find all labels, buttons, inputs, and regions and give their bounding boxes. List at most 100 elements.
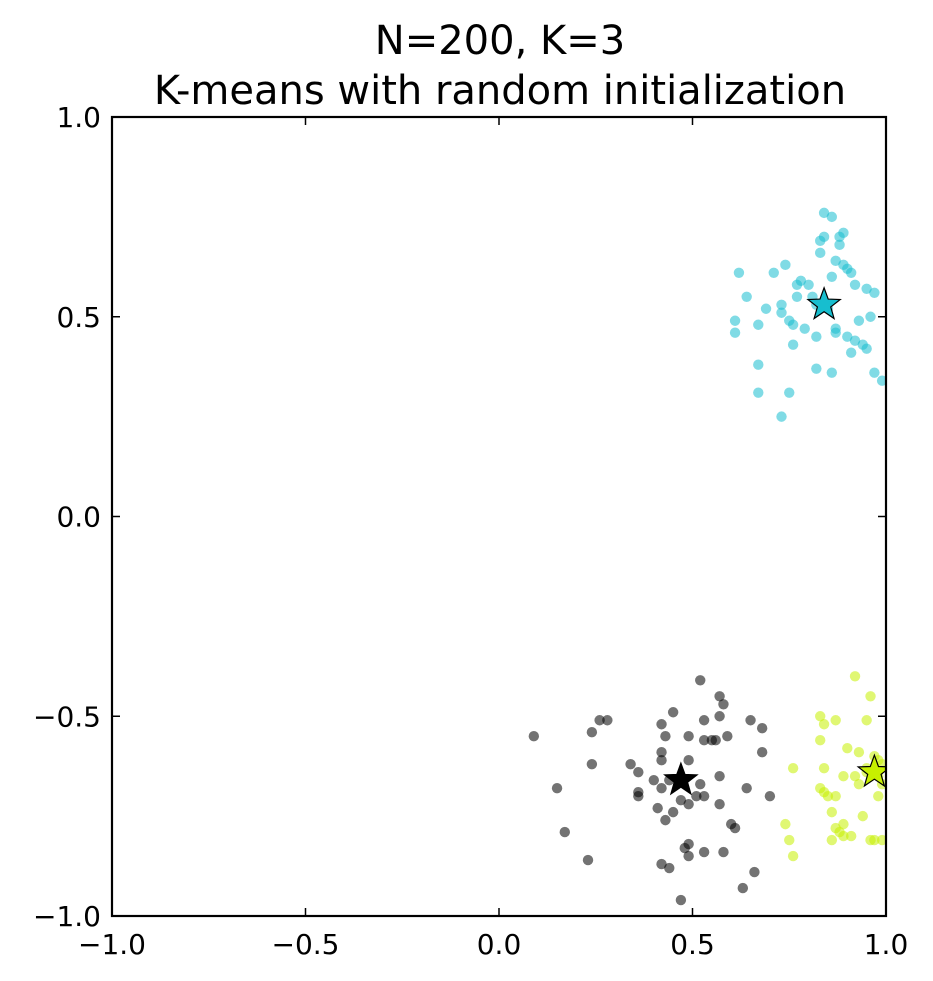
data-point: [776, 307, 787, 318]
data-point: [683, 754, 694, 766]
data-point: [787, 319, 799, 330]
y-tick-label: 0.5: [56, 301, 101, 334]
data-point: [741, 782, 752, 794]
data-point: [826, 271, 838, 282]
data-point: [849, 279, 861, 290]
data-point: [667, 806, 679, 818]
data-point: [830, 715, 841, 726]
data-point: [791, 291, 803, 302]
centroid-layer: [663, 285, 886, 796]
data-point: [741, 291, 752, 302]
data-point: [780, 259, 791, 271]
data-point: [656, 782, 667, 794]
centroid-star-2: [663, 761, 699, 796]
data-point: [815, 711, 826, 722]
data-point: [656, 754, 667, 766]
data-point: [729, 327, 741, 338]
data-point: [799, 323, 810, 334]
data-point: [729, 822, 741, 834]
data-point: [691, 790, 702, 802]
data-point: [633, 790, 644, 802]
y-tick-label: 0.0: [56, 501, 101, 534]
data-point: [660, 814, 671, 826]
data-point: [842, 743, 853, 754]
centroid-star-1: [806, 285, 842, 320]
data-point: [714, 798, 725, 810]
data-point: [869, 287, 880, 298]
data-point: [660, 731, 671, 742]
data-point: [675, 794, 687, 806]
chart-title: N=200, K=3: [375, 18, 625, 64]
data-point: [745, 715, 756, 726]
data-point: [876, 375, 886, 386]
data-point: [818, 762, 830, 774]
data-point: [838, 830, 849, 842]
data-point: [857, 810, 868, 822]
data-point: [718, 846, 729, 858]
data-point: [683, 798, 694, 810]
data-point: [826, 834, 838, 846]
data-point: [861, 343, 872, 354]
data-point: [764, 790, 776, 802]
data-point: [818, 207, 830, 219]
data-point: [756, 747, 768, 758]
ticks-layer: −1.0 −0.5 0.0 0.5 1.0 1.0 0.5 0.0 −0.5 −1.0: [33, 101, 908, 961]
data-point: [815, 247, 826, 259]
data-point: [749, 866, 760, 878]
centroid-star-3: [856, 753, 886, 788]
data-point: [826, 211, 838, 223]
data-point: [842, 331, 853, 342]
x-tick-label: −1.0: [78, 928, 146, 961]
data-point: [733, 267, 745, 279]
data-point: [811, 363, 822, 374]
data-point: [667, 707, 679, 718]
data-point: [633, 766, 644, 778]
data-point: [695, 675, 706, 686]
data-point: [698, 846, 710, 858]
data-point: [652, 802, 663, 814]
data-point: [753, 319, 764, 330]
data-point: [718, 699, 729, 710]
data-point: [873, 790, 884, 802]
data-point: [760, 303, 772, 314]
data-point: [625, 758, 636, 770]
data-point: [845, 830, 857, 842]
data-point: [830, 255, 841, 267]
points-layer: [528, 207, 886, 906]
data-point: [664, 862, 675, 874]
data-point: [586, 758, 598, 770]
data-point: [722, 731, 733, 742]
data-point: [706, 735, 718, 746]
data-point: [787, 339, 799, 350]
data-point: [845, 267, 857, 279]
data-point: [876, 834, 886, 846]
data-point: [849, 335, 861, 346]
data-point: [830, 327, 841, 338]
data-point: [551, 782, 563, 794]
data-point: [853, 315, 865, 326]
data-point: [853, 778, 865, 790]
data-point: [780, 818, 791, 830]
data-point: [865, 311, 876, 322]
data-point: [803, 279, 814, 290]
data-point: [714, 711, 725, 722]
x-tick-label: 0.5: [670, 928, 715, 961]
data-point: [849, 770, 861, 782]
data-point: [818, 719, 830, 730]
data-point: [787, 762, 799, 774]
data-point: [559, 826, 570, 838]
data-point: [834, 231, 845, 243]
data-point: [869, 834, 880, 846]
data-point: [582, 854, 594, 866]
data-point: [683, 850, 694, 862]
data-point: [869, 367, 880, 378]
data-point: [838, 770, 849, 782]
data-point: [834, 239, 845, 251]
data-point: [791, 279, 803, 290]
data-point: [698, 715, 710, 726]
data-point: [656, 719, 667, 730]
x-tick-label: 0.0: [477, 928, 522, 961]
y-tick-label: −0.5: [33, 700, 101, 733]
data-point: [683, 731, 694, 742]
data-point: [714, 770, 725, 782]
